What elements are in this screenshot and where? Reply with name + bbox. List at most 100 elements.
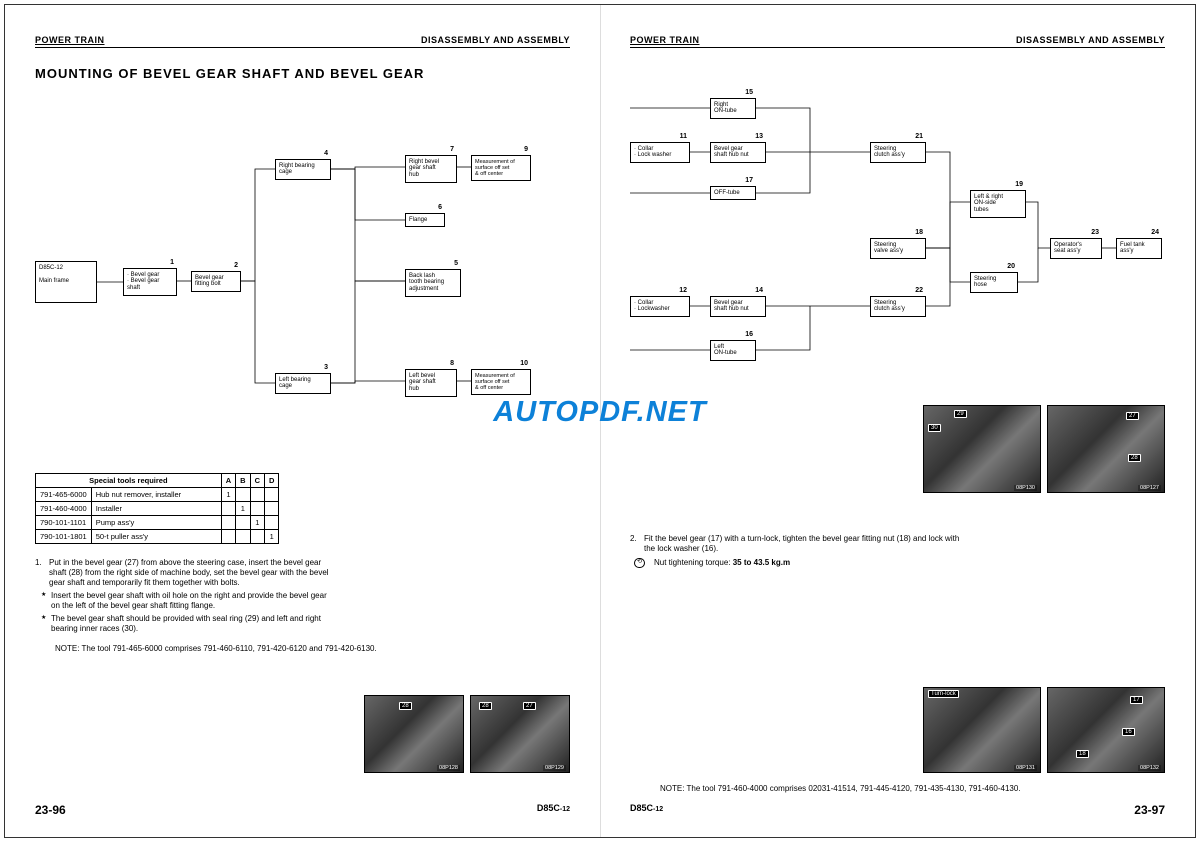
tools-table: Special tools required A B C D 791-465-6… xyxy=(35,473,279,544)
photo-callout: 18 xyxy=(1076,750,1089,758)
step-1-star2: The bevel gear shaft should be provided … xyxy=(35,614,335,634)
node-number: 19 xyxy=(1015,181,1023,189)
flowchart-node: Left bearing cage3 xyxy=(275,373,331,394)
step-1: 1. Put in the bevel gear (27) from above… xyxy=(35,558,335,634)
flowchart-node: Measurement of surface off set & off cen… xyxy=(471,155,531,181)
tools-title: Special tools required xyxy=(36,474,222,488)
flowchart-lines xyxy=(35,91,575,411)
photo-row-left: 08P128 28 08P129 28 27 xyxy=(364,695,570,773)
node-number: 12 xyxy=(679,287,687,295)
note-right: NOTE: The tool 791-460-4000 comprises 02… xyxy=(640,784,1165,793)
flowchart-node: OFF-tube17 xyxy=(710,186,756,200)
node-number: 14 xyxy=(755,287,763,295)
manual-photo: 08P128 28 xyxy=(364,695,464,773)
manual-photo: 08P131 Turn-lock xyxy=(923,687,1041,773)
flowchart-node: Bevel gear shaft hub nut13 xyxy=(710,142,766,163)
torque-icon: ⟲ xyxy=(634,558,645,568)
note-left: NOTE: The tool 791-465-6000 comprises 79… xyxy=(35,644,570,653)
table-row: 790-101-1101Pump ass'y1 xyxy=(36,516,279,530)
photo-callout: 28 xyxy=(1128,454,1141,462)
flowchart-node: D85C-12 Main frame xyxy=(35,261,97,303)
manual-photo: 08P132 17 16 18 xyxy=(1047,687,1165,773)
flowchart-node: · Bevel gear · Bevel gear shaft1 xyxy=(123,268,177,296)
photo-callout: 17 xyxy=(1130,696,1143,704)
torque-spec: ⟲ Nut tightening torque: 35 to 43.5 kg.m xyxy=(630,558,960,568)
photo-callout: 30 xyxy=(928,424,941,432)
node-number: 1 xyxy=(170,259,174,267)
flowchart-node: Left & right ON-side tubes19 xyxy=(970,190,1026,218)
photo-id: 08P132 xyxy=(1138,765,1161,771)
node-number: 6 xyxy=(438,204,442,212)
flowchart-node: Fuel tank ass'y24 xyxy=(1116,238,1162,259)
flowchart-node: Measurement of surface off set & off cen… xyxy=(471,369,531,395)
step-2-text: 2. Fit the bevel gear (17) with a turn-l… xyxy=(630,534,960,554)
photo-row-right-top: 08P130 29 30 08P127 27 28 xyxy=(923,405,1165,493)
watermark: AUTOPDF.NET xyxy=(493,396,706,429)
col-d: D xyxy=(264,474,278,488)
flowchart-node: Bevel gear fitting bolt2 xyxy=(191,271,241,292)
photo-id: 08P130 xyxy=(1014,485,1037,491)
photo-callout: 28 xyxy=(399,702,412,710)
page-number: 23-96 xyxy=(35,803,66,817)
page-header: POWER TRAIN DISASSEMBLY AND ASSEMBLY xyxy=(630,35,1165,48)
header-section: POWER TRAIN xyxy=(35,35,105,45)
node-number: 24 xyxy=(1151,229,1159,237)
model-number: D85C-12 xyxy=(537,803,570,817)
node-number: 23 xyxy=(1091,229,1099,237)
flowchart-node: Right bearing cage4 xyxy=(275,159,331,180)
flowchart-node: Bevel gear shaft hub nut14 xyxy=(710,296,766,317)
col-a: A xyxy=(221,474,235,488)
node-number: 22 xyxy=(915,287,923,295)
photo-callout: 27 xyxy=(1126,412,1139,420)
flowchart-lines xyxy=(630,78,1170,378)
step-1-text: 1. Put in the bevel gear (27) from above… xyxy=(35,558,335,588)
photo-id: 08P127 xyxy=(1138,485,1161,491)
flowchart-node: Operator's seat ass'y23 xyxy=(1050,238,1102,259)
page-number: 23-97 xyxy=(1134,803,1165,817)
step-2: 2. Fit the bevel gear (17) with a turn-l… xyxy=(630,534,960,568)
node-number: 3 xyxy=(324,364,328,372)
node-number: 8 xyxy=(450,360,454,368)
photo-callout: 27 xyxy=(523,702,536,710)
node-number: 18 xyxy=(915,229,923,237)
flowchart-node: Right bevel gear shaft hub7 xyxy=(405,155,457,183)
node-number: 11 xyxy=(680,133,687,141)
flowchart-node: · Collar · Lock washer11 xyxy=(630,142,690,163)
node-number: 17 xyxy=(745,177,753,185)
photo-callout: 16 xyxy=(1122,728,1135,736)
flowchart-right: Right ON-tube15 · Collar · Lock washer11 B… xyxy=(630,78,1165,378)
step-1-star1: Insert the bevel gear shaft with oil hol… xyxy=(35,591,335,611)
page-header: POWER TRAIN DISASSEMBLY AND ASSEMBLY xyxy=(35,35,570,48)
node-number: 20 xyxy=(1007,263,1015,271)
photo-id: 08P131 xyxy=(1014,765,1037,771)
node-number: 5 xyxy=(454,260,458,268)
photo-callout: 28 xyxy=(479,702,492,710)
manual-photo: 08P130 29 30 xyxy=(923,405,1041,493)
photo-id: 08P128 xyxy=(437,765,460,771)
manual-photo: 08P129 28 27 xyxy=(470,695,570,773)
header-subsection: DISASSEMBLY AND ASSEMBLY xyxy=(421,35,570,45)
flowchart-node: Steering valve ass'y18 xyxy=(870,238,926,259)
node-number: 7 xyxy=(450,146,454,154)
photo-callout: Turn-lock xyxy=(928,690,959,698)
flowchart-node: Steering clutch ass'y22 xyxy=(870,296,926,317)
manual-photo: 08P127 27 28 xyxy=(1047,405,1165,493)
flowchart-node: Right ON-tube15 xyxy=(710,98,756,119)
node-number: 15 xyxy=(745,89,753,97)
table-row: 791-465-6000Hub nut remover, installer1 xyxy=(36,488,279,502)
flowchart-node: Flange6 xyxy=(405,213,445,227)
flowchart-node: Left ON-tube16 xyxy=(710,340,756,361)
node-number: 4 xyxy=(324,150,328,158)
flowchart-left: D85C-12 Main frame · Bevel gear · Bevel g… xyxy=(35,91,570,411)
node-number: 9 xyxy=(524,146,528,154)
header-section: POWER TRAIN xyxy=(630,35,700,45)
flowchart-node: Steering hose20 xyxy=(970,272,1018,293)
flowchart-node: Back lash tooth bearing adjustment5 xyxy=(405,269,461,297)
flowchart-node: Left bevel gear shaft hub8 xyxy=(405,369,457,397)
photo-id: 08P129 xyxy=(543,765,566,771)
flowchart-node: · Collar · Lockwasher12 xyxy=(630,296,690,317)
table-row: 790-101-180150-t puller ass'y1 xyxy=(36,530,279,544)
photo-callout: 29 xyxy=(954,410,967,418)
node-number: 10 xyxy=(520,360,528,368)
node-number: 2 xyxy=(234,262,238,270)
